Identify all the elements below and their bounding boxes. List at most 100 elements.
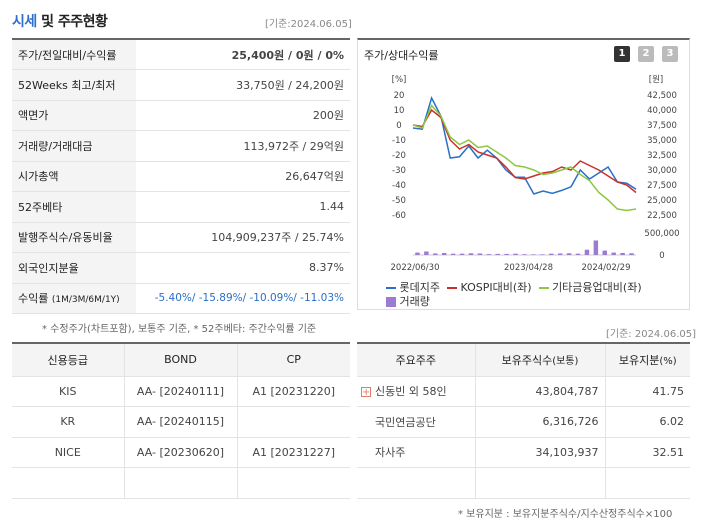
credit-cell [236, 467, 350, 499]
volume-bar [486, 254, 492, 255]
volume-bar [584, 249, 590, 255]
holder-shares [474, 467, 605, 499]
volume-bar [540, 254, 545, 255]
vol-tick: 0 [659, 251, 664, 261]
credit-header-cp: CP [236, 342, 350, 377]
holder-name: 자사주 [357, 437, 475, 468]
series-line [412, 104, 637, 212]
holders-header-ratio: 보유지분(%) [604, 342, 690, 377]
sise-value: 1.44 [136, 191, 350, 223]
holder-ratio: 6.02 [604, 406, 690, 438]
series-line [412, 96, 637, 195]
holders-note: * 보유지분 : 보유지분주식수/지수산정주식수×100 [458, 509, 673, 520]
credit-row [12, 467, 350, 499]
credit-cell: KIS [12, 376, 124, 407]
price-chart: [%] [원] 20 10 0 -10 -20 -30 -40 -50 -60 42,500 40,00… [391, 75, 680, 273]
volume-bar [611, 252, 616, 255]
volume-bar [629, 253, 634, 255]
y-left-tick: -10 [392, 136, 406, 146]
holders-row: + 신동빈 외 58인 43,804,787 41.75 [357, 376, 690, 407]
expand-plus-icon[interactable]: + [361, 387, 371, 399]
credit-row: KR AA- [20240115] [12, 406, 350, 438]
y-right-tick: 32,500 [647, 151, 677, 161]
x-tick: 2024/02/29 [582, 263, 631, 273]
credit-cell: NICE [12, 437, 124, 468]
credit-header-bond: BOND [123, 342, 237, 377]
x-tick: 2022/06/30 [391, 263, 440, 273]
volume-bar [504, 253, 509, 255]
sise-row: 거래량/거래대금 113,972주 / 29억원 [12, 130, 350, 162]
sise-value: 8.37% [136, 252, 350, 284]
volume-bar [513, 253, 518, 255]
sise-row: 액면가 200원 [12, 100, 350, 131]
volume-bar [424, 251, 429, 255]
volume-bar [459, 253, 465, 255]
sise-value: 33,750원 / 24,200원 [136, 69, 350, 101]
y-left-tick: -30 [392, 166, 406, 176]
x-tick: 2023/04/28 [504, 263, 553, 273]
sise-label: 거래량/거래대금 [12, 130, 136, 162]
sise-label: 외국인지분율 [12, 252, 136, 284]
holder-ratio [604, 467, 690, 499]
y-right-tick: 40,000 [647, 106, 677, 116]
sise-label: 52주베타 [12, 191, 136, 223]
sise-table: 주가/전일대비/수익률 25,400원 / 0원 / 0% 52Weeks 최고/최… [12, 38, 350, 314]
legend-item-volume: 거래량 [386, 293, 430, 309]
y-right-tick: 37,500 [647, 121, 677, 131]
base-date: [기준:2024.06.05] [265, 19, 352, 30]
sise-value: 26,647억원 [136, 161, 350, 192]
holder-name: + 신동빈 외 58인 [357, 376, 475, 407]
credit-row: KIS AA- [20240111] A1 [20231220] [12, 376, 350, 407]
sise-value: 200원 [136, 100, 350, 131]
y-left-tick: -50 [392, 196, 406, 206]
chart-tab-1[interactable]: 1 [614, 46, 630, 62]
legend: 롯데지주 KOSPI대비(좌) 기타금융업대비(좌) [386, 279, 642, 295]
credit-cell [236, 406, 350, 438]
holders-header-shares: 보유주식수(보통) [474, 342, 605, 377]
credit-header-rating: 신용등급 [12, 342, 124, 377]
sise-label: 52Weeks 최고/최저 [12, 69, 136, 101]
volume-bar [575, 253, 581, 255]
chart-base-date: [기준: 2024.06.05] [606, 329, 697, 340]
chart-panel: 주가/상대수익률 1 2 3 [%] [원] 20 10 0 -10 -20 -30 -40 -5… [357, 38, 690, 310]
credit-cell: A1 [20231220] [236, 376, 350, 407]
section-title: 시세 및 주주현황 [12, 14, 108, 30]
chart-tab-3[interactable]: 3 [662, 46, 678, 62]
sise-value: 113,972주 / 29억원 [136, 130, 350, 162]
credit-cell: A1 [20231227] [236, 437, 350, 468]
holder-shares: 34,103,937 [474, 437, 605, 468]
y-left-tick: -40 [392, 181, 406, 191]
sise-row: 52주베타 1.44 [12, 191, 350, 223]
volume-bar [566, 253, 572, 255]
holder-shares: 43,804,787 [474, 376, 605, 407]
sise-row: 52Weeks 최고/최저 33,750원 / 24,200원 [12, 69, 350, 101]
holder-shares: 6,316,726 [474, 406, 605, 438]
legend-item-lotte: 롯데지주 [386, 281, 440, 294]
sise-row: 시가총액 26,647억원 [12, 161, 350, 192]
credit-cell: KR [12, 406, 124, 438]
left-unit-label: [%] [392, 75, 407, 85]
sise-row: 주가/전일대비/수익률 25,400원 / 0원 / 0% [12, 38, 350, 70]
holder-name: 국민연금공단 [357, 406, 475, 438]
right-unit-label: [원] [649, 75, 663, 85]
holder-ratio: 41.75 [604, 376, 690, 407]
sise-label: 시가총액 [12, 161, 136, 192]
holder-ratio: 32.51 [604, 437, 690, 468]
volume-bar [468, 253, 474, 255]
volume-bar [549, 253, 554, 255]
volume-bar [620, 253, 625, 255]
legend-item-sector: 기타금융업대비(좌) [538, 281, 642, 294]
volume-bar [441, 253, 447, 255]
credit-cell: AA- [20240115] [123, 406, 237, 438]
volume-bar [477, 253, 483, 255]
sise-value: -5.40%/ -15.89%/ -10.09%/ -11.03% [136, 283, 350, 314]
volume-bar [531, 254, 536, 255]
chart-tab-2[interactable]: 2 [638, 46, 654, 62]
credit-cell: AA- [20240111] [123, 376, 237, 407]
volume-bar [602, 250, 608, 255]
vol-tick: 500,000 [644, 229, 679, 239]
holders-row: 국민연금공단 6,316,726 6.02 [357, 406, 690, 438]
sise-value: 25,400원 / 0원 / 0% [136, 38, 350, 70]
y-left-tick: 10 [394, 106, 405, 116]
volume-bar [593, 240, 599, 255]
